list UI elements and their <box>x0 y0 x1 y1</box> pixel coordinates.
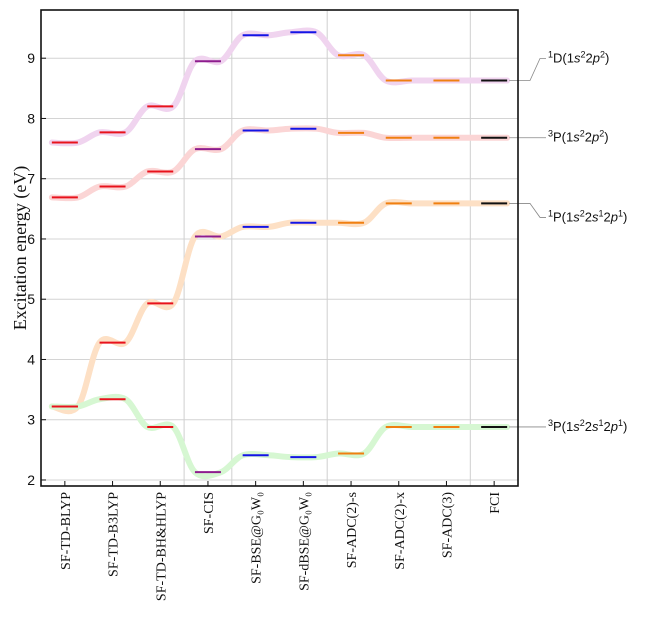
y-tick-label: 2 <box>27 472 35 488</box>
state-label-part: s <box>573 419 580 434</box>
state-label-part: P(1 <box>553 130 573 145</box>
tick-layer: 2 3 4 5 6 7 8 9 SF-TD-BLYP SF-TD-B3LYP SF-TD-BH&HL… <box>27 50 503 601</box>
state-label-part: 2 <box>604 209 611 224</box>
state-label-part: 2 <box>585 419 592 434</box>
state-label-part: 1 <box>548 49 553 59</box>
state-label: 3P(1s22p2) <box>548 129 609 145</box>
state-label-part: 2 <box>580 208 585 218</box>
state-label-part: s <box>574 50 581 65</box>
state-curve <box>48 199 511 415</box>
state-curve <box>48 27 511 147</box>
state-label: 1P(1s22s12p1) <box>548 208 627 224</box>
state-label-part: D(1 <box>553 50 574 65</box>
x-tick-label: SF-ADC(2)-s <box>345 492 360 568</box>
y-tick-label: 3 <box>27 412 35 428</box>
state-label: 1D(1s22p2) <box>548 49 609 65</box>
x-tick-label: FCI <box>488 492 503 514</box>
state-label-part: p <box>592 50 600 65</box>
state-label-part: 2 <box>604 419 611 434</box>
state-label-part: p <box>610 209 618 224</box>
state-label-part: 1 <box>599 208 604 218</box>
state-label-part: P(1 <box>553 419 573 434</box>
state-label-part: ) <box>623 419 627 434</box>
x-tick-label: SF-ADC(3) <box>440 492 455 558</box>
x-tick-label: SF-TD-B3LYP <box>107 492 122 577</box>
state-label-part: P(1 <box>553 209 573 224</box>
state-label-part: 2 <box>600 49 605 59</box>
state-label-part: p <box>591 130 599 145</box>
y-tick-label: 5 <box>27 291 35 307</box>
x-tick-label: SF-TD-BLYP <box>59 492 74 570</box>
x-tick-label: SF-ADC(2)-x <box>393 492 408 570</box>
state-curve <box>48 125 511 202</box>
level-layer <box>51 31 508 474</box>
state-curve <box>48 393 511 480</box>
grid-layer <box>41 10 518 486</box>
state-label-part: s <box>573 209 580 224</box>
state-label-part: 1 <box>618 418 623 428</box>
state-label-part: p <box>610 419 618 434</box>
x-tick-label: SF-CIS <box>202 492 217 534</box>
label-leader-line <box>509 203 546 218</box>
curve-layer <box>48 27 511 480</box>
state-label-part: 2 <box>585 50 592 65</box>
state-label-part: 2 <box>585 130 592 145</box>
state-label-part: 2 <box>580 418 585 428</box>
state-label-part: s <box>573 130 580 145</box>
y-axis-label: Excitation energy (eV) <box>10 166 31 331</box>
state-label-part: 2 <box>580 129 585 139</box>
state-label-part: 2 <box>599 129 604 139</box>
state-label-part: ) <box>623 209 627 224</box>
y-tick-label: 8 <box>27 110 35 126</box>
state-label-part: ) <box>604 130 608 145</box>
y-tick-label: 4 <box>27 351 35 367</box>
state-label-part: 1 <box>548 208 553 218</box>
state-label-part: 3 <box>548 418 553 428</box>
label-layer: 1D(1s22p2)3P(1s22p2)1P(1s22s12p1)3P(1s22… <box>509 49 627 434</box>
label-leader-line <box>509 58 546 81</box>
state-label: 3P(1s22s12p1) <box>548 418 627 434</box>
x-tick-label: SF-TD-BH&HLYP <box>154 492 169 601</box>
state-label-part: 3 <box>548 129 553 139</box>
y-tick-label: 9 <box>27 50 35 66</box>
x-tick-label: SF-BSE@G₀W₀ <box>250 492 265 584</box>
x-tick-label: SF-dBSE@G₀W₀ <box>297 492 312 591</box>
state-label-part: s <box>592 419 599 434</box>
state-label-part: 1 <box>618 208 623 218</box>
state-label-part: 2 <box>580 49 585 59</box>
state-label-part: s <box>592 209 599 224</box>
state-label-part: 1 <box>599 418 604 428</box>
y-tick-label: 6 <box>27 231 35 247</box>
state-label-part: ) <box>605 50 609 65</box>
state-label-part: 2 <box>585 209 592 224</box>
y-tick-label: 7 <box>27 171 35 187</box>
plot-frame <box>40 9 519 487</box>
